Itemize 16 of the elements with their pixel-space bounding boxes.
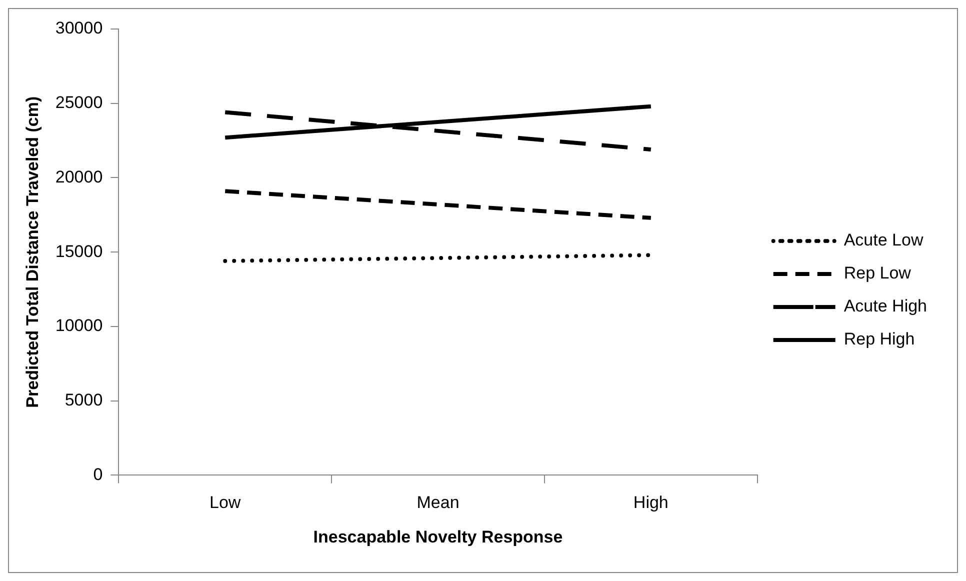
- legend-label: Rep High: [844, 330, 915, 349]
- y-tick-label: 0: [93, 464, 103, 484]
- legend-label: Acute High: [844, 296, 928, 316]
- y-tick-label: 25000: [55, 93, 103, 112]
- y-tick-label: 20000: [55, 167, 103, 186]
- y-tick-label: 10000: [55, 316, 103, 336]
- x-tick-label: Low: [210, 493, 242, 512]
- y-tick-label: 30000: [55, 18, 103, 38]
- legend-label: Rep Low: [844, 264, 912, 283]
- y-tick-label: 15000: [55, 242, 103, 261]
- y-tick-label: 5000: [64, 390, 103, 410]
- y-axis-title: Predicted Total Distance Traveled (cm): [22, 96, 42, 408]
- x-axis-title: Inescapable Novelty Response: [313, 527, 563, 546]
- legend-label: Acute Low: [844, 230, 924, 250]
- x-tick-label: High: [633, 493, 668, 512]
- x-tick-label: Mean: [416, 493, 460, 512]
